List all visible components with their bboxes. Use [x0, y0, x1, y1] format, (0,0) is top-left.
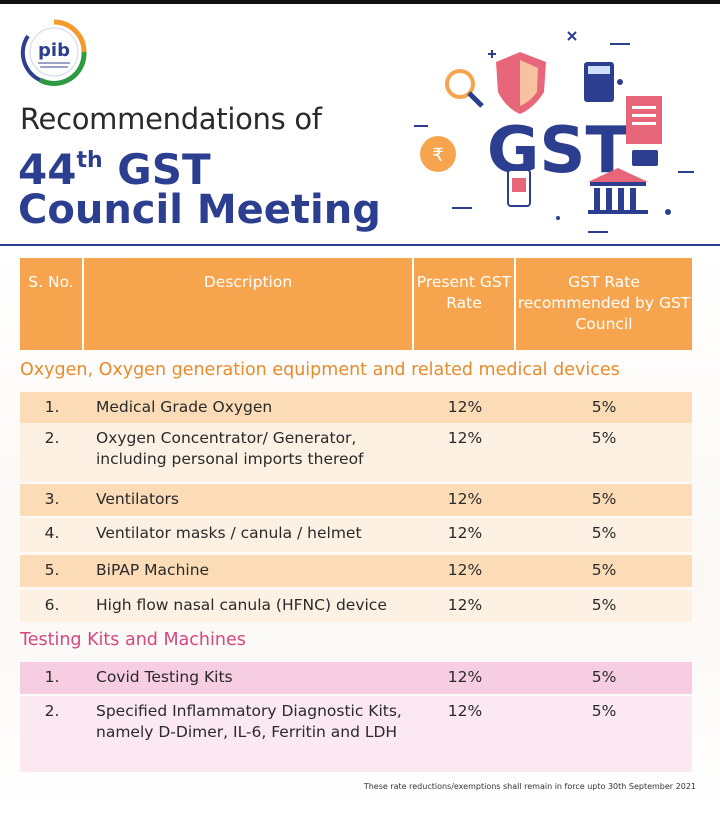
- svg-text:₹: ₹: [432, 145, 443, 166]
- table-header: S. No. Description Present GST Rate GST …: [20, 258, 692, 350]
- gst-illustration: ₹ GST: [408, 22, 708, 242]
- pib-logo: pib: [20, 18, 88, 88]
- title-line-3: Council Meeting: [18, 187, 381, 233]
- header: pib Recommendations of 44th GST Council …: [0, 4, 720, 246]
- section-title-oxygen: Oxygen, Oxygen generation equipment and …: [20, 360, 620, 380]
- table-row: 1. Medical Grade Oxygen 12% 5%: [20, 392, 692, 423]
- title-line-1: Recommendations of: [20, 102, 322, 136]
- table-row: 6. High flow nasal canula (HFNC) device …: [20, 590, 692, 622]
- table-row: 3. Ventilators 12% 5%: [20, 484, 692, 516]
- table-row: 5. BiPAP Machine 12% 5%: [20, 555, 692, 587]
- column-header-present-rate: Present GST Rate: [414, 258, 516, 350]
- table-row: 2. Specified Inflammatory Diagnostic Kit…: [20, 696, 692, 772]
- gst-rate-table: S. No. Description Present GST Rate GST …: [0, 246, 720, 814]
- title-line-2: 44th GST: [18, 145, 211, 194]
- table-row: 1. Covid Testing Kits 12% 5%: [20, 662, 692, 694]
- top-border: [0, 0, 720, 4]
- table-row: 2. Oxygen Concentrator/ Generator, inclu…: [20, 423, 692, 482]
- validity-footnote: These rate reductions/exemptions shall r…: [363, 782, 696, 791]
- column-header-description: Description: [84, 258, 414, 350]
- section-title-testing-kits: Testing Kits and Machines: [20, 630, 246, 650]
- table-row: 4. Ventilator masks / canula / helmet 12…: [20, 518, 692, 552]
- column-header-sno: S. No.: [20, 258, 84, 350]
- column-header-recommended-rate: GST Rate recommended by GST Council: [516, 258, 692, 350]
- header-divider: [0, 244, 720, 246]
- svg-text:pib: pib: [38, 40, 70, 61]
